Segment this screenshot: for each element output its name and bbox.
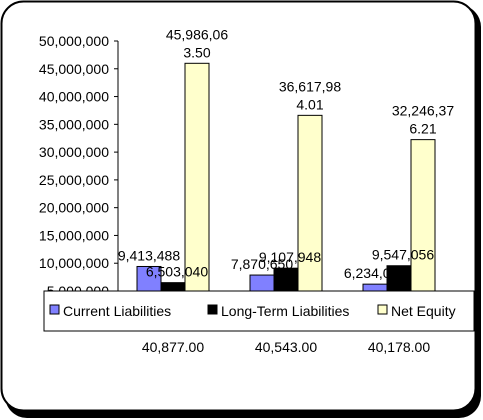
plot-area: 5,000,00010,000,00015,000,00020,000,0002… [39,26,454,299]
legend-swatch [377,304,388,315]
legend-swatch [49,304,60,315]
legend-label: Net Equity [391,303,456,319]
data-label: 6,234,065 [344,265,406,281]
legend-label: Current Liabilities [63,303,171,319]
bar-current-liabilities-2 [362,283,388,292]
data-label: 7,870,650 [231,256,293,272]
x-axis-labels: 40,877.00 40,543.00 40,178.00 [142,339,430,355]
legend-swatch [207,304,218,315]
data-label: 3.50 [183,44,210,60]
data-label: 4.01 [296,96,323,112]
y-axis-ticks: 5,000,00010,000,00015,000,00020,000,0002… [39,33,118,299]
bar-net-equity-0 [184,62,210,292]
y-tick-label: 20,000,000 [39,200,109,216]
y-tick-label: 40,000,000 [39,89,109,105]
y-tick-label: 30,000,000 [39,144,109,160]
data-label: 6.21 [409,121,436,137]
y-tick-label: 50,000,000 [39,33,109,49]
y-tick-label: 25,000,000 [39,172,109,188]
data-label: 9,107,948 [259,249,321,265]
x-category-label: 40,178.00 [368,339,430,355]
x-category-label: 40,877.00 [142,339,204,355]
y-tick-label: 45,000,000 [39,61,109,77]
y-tick-label: 10,000,000 [39,255,109,271]
data-labels: 9,413,488 7,870,650 6,234,065 6,503,040 9,10… [118,26,454,281]
data-label: 9,547,056 [372,247,434,263]
legend-box [43,290,475,332]
data-label: 6,503,040 [146,264,208,280]
y-tick-label: 35,000,000 [39,116,109,132]
bar-current-liabilities-1 [249,274,275,292]
data-label: 36,617,98 [279,78,341,94]
data-label: 32,246,37 [392,103,454,119]
data-label: 45,986,06 [166,26,228,42]
legend-label: Long-Term Liabilities [221,303,349,319]
x-category-label: 40,543.00 [255,339,317,355]
bar-net-equity-1 [297,114,323,292]
legend: Current Liabilities Long-Term Liabilities… [43,290,475,332]
bar-net-equity-2 [410,139,436,292]
bar-long-term-liabilities-0 [160,282,186,292]
data-label: 9,413,488 [118,247,180,263]
y-tick-label: 15,000,000 [39,227,109,243]
bars [136,62,436,292]
